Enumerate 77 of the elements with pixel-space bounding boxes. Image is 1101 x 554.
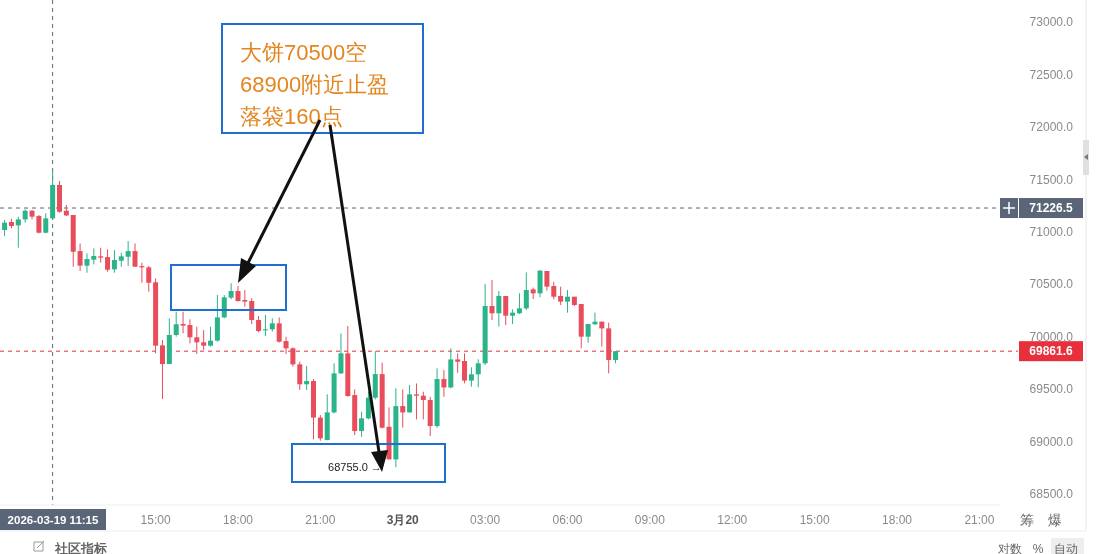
x-tick-label: 15:00 <box>140 513 171 528</box>
candlestick <box>84 252 90 274</box>
candlestick <box>407 384 413 414</box>
candlestick <box>455 352 461 374</box>
candlestick <box>304 365 310 391</box>
candlestick <box>159 339 165 400</box>
x-tick-label: 18:00 <box>222 513 254 528</box>
candlestick <box>359 411 365 438</box>
candlestick <box>173 311 179 338</box>
y-tick-label: 72000.0 <box>1029 120 1074 135</box>
annotation: 落袋160点 <box>240 103 343 129</box>
y-tick-label: 71000.0 <box>1029 224 1074 239</box>
candlestick <box>372 350 378 400</box>
candlestick <box>317 414 323 442</box>
y-tick-label: 70000.0 <box>1029 329 1074 344</box>
x-tick-label: 03:00 <box>470 513 501 528</box>
candlestick <box>475 358 481 388</box>
ref-line-label: 71226.5 <box>1029 201 1074 216</box>
candlestick <box>413 382 419 420</box>
text: % <box>1032 542 1044 554</box>
candlestick <box>297 361 303 391</box>
candlestick <box>276 316 282 344</box>
candlestick <box>283 336 289 355</box>
candlestick <box>242 289 248 308</box>
y-tick-label: 73000.0 <box>1029 15 1074 30</box>
candlestick <box>290 346 296 368</box>
candlestick <box>228 282 234 300</box>
candlestick <box>201 329 207 351</box>
candlestick <box>214 294 220 343</box>
annotation: 68755.0 → <box>328 461 382 474</box>
y-tick-label: 70500.0 <box>1029 277 1074 292</box>
candlestick <box>194 326 200 355</box>
candlestick <box>523 271 529 311</box>
candlestick <box>441 369 447 398</box>
candlestick <box>15 216 21 249</box>
candlestick <box>400 388 406 429</box>
candlestick <box>125 240 131 267</box>
candlestick <box>208 326 214 348</box>
x-tick-label: 21:00 <box>305 513 336 528</box>
candlestick <box>544 270 550 292</box>
candlestick <box>146 265 152 293</box>
text: 社区指标 <box>54 540 107 554</box>
x-tick-label: 15:00 <box>799 513 830 528</box>
annotation: 68900附近止盈 <box>240 71 390 97</box>
candlestick <box>262 314 268 337</box>
x-tick-label: 18:00 <box>882 513 913 528</box>
candlestick <box>111 249 117 274</box>
candlestick <box>420 391 426 420</box>
text: 筹 <box>1020 511 1034 528</box>
x-tick-label: 09:00 <box>634 513 666 528</box>
y-tick-label: 72500.0 <box>1029 67 1074 82</box>
text: 爆 <box>1048 511 1062 528</box>
x-tick-label: 12:00 <box>717 513 748 528</box>
candlestick <box>468 366 474 388</box>
candlestick <box>338 332 344 375</box>
y-tick-label: 69500.0 <box>1029 382 1074 397</box>
candlestick <box>558 286 564 306</box>
y-tick-label: 68500.0 <box>1029 487 1074 502</box>
text: 自动 <box>1054 542 1078 554</box>
candlestick <box>516 292 522 315</box>
y-tick-label: 71500.0 <box>1029 172 1074 187</box>
annotation: 大饼70500空 <box>240 39 368 65</box>
x-tick-label: 21:00 <box>964 513 995 528</box>
candlestick <box>462 352 468 384</box>
y-tick-label: 69000.0 <box>1029 434 1074 449</box>
candlestick <box>496 290 502 328</box>
ref-line-label: 69861.6 <box>1029 344 1074 359</box>
candlestick <box>489 279 495 321</box>
ref-line-label: 2026-03-19 11:15 <box>7 514 99 527</box>
candlestick <box>537 269 543 298</box>
candlestick <box>77 242 83 272</box>
x-tick-label: 06:00 <box>552 513 583 528</box>
text: 对数 <box>998 542 1022 554</box>
candlestick <box>503 295 509 326</box>
candlestick <box>105 248 111 273</box>
candlestick <box>565 289 571 314</box>
x-tick-label: 3月20 <box>386 513 420 528</box>
